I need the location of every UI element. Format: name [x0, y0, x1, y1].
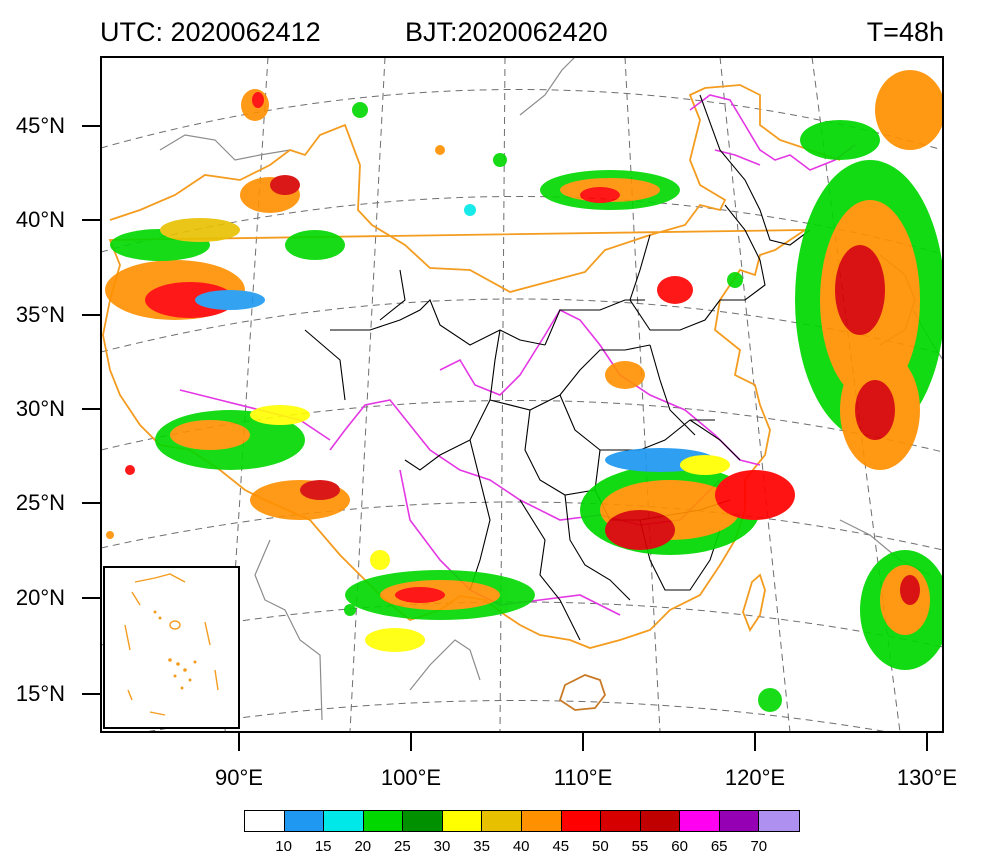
south-china-sea-inset: [103, 566, 240, 729]
echo-northwest: [105, 89, 345, 320]
echo-scattered: [106, 102, 782, 712]
colorbar-box-4: [403, 811, 443, 831]
lon-label-110: 110°E: [553, 765, 613, 790]
reflectivity-colorbar: [244, 810, 800, 832]
colorbar-label: 65: [710, 838, 728, 855]
lat-label-45: 45°N: [15, 113, 65, 138]
echo-northeast: [795, 70, 943, 670]
colorbar-label: 50: [592, 838, 609, 855]
taiwan-island: [742, 573, 766, 632]
colorbar-label: 25: [394, 838, 411, 855]
lat-label-25: 25°N: [15, 490, 65, 515]
echo-tibet: [155, 405, 350, 520]
colorbar-box-13: [759, 811, 799, 831]
colorbar-box-1: [284, 811, 325, 831]
lead-time-label: T=48h: [866, 17, 944, 47]
echo-north-china: [540, 170, 693, 389]
colorbar-box-2: [324, 811, 364, 831]
colorbar-label: 20: [354, 838, 372, 855]
lat-label-15: 15°N: [15, 681, 65, 706]
axis-ticks: [82, 125, 928, 751]
colorbar-label: 35: [473, 838, 490, 855]
colorbar-box-3: [363, 811, 404, 831]
colorbar-box-6: [482, 811, 522, 831]
lat-label-35: 35°N: [15, 302, 65, 327]
colorbar-label: 40: [512, 838, 530, 855]
lat-label-30: 30°N: [15, 396, 65, 421]
lon-label-100: 100°E: [380, 765, 442, 790]
colorbar-label: 70: [750, 838, 768, 855]
colorbar-box-0: [245, 811, 285, 831]
lat-label-20: 20°N: [15, 585, 65, 610]
colorbar-box-5: [442, 811, 483, 831]
utc-time-label: UTC: 2020062412: [100, 17, 321, 47]
lon-label-120: 120°E: [724, 765, 786, 790]
colorbar-box-8: [561, 811, 602, 831]
echo-central-band: [580, 448, 795, 555]
colorbar-box-9: [601, 811, 641, 831]
colorbar-label: 45: [552, 838, 570, 855]
colorbar-label: 30: [433, 838, 451, 855]
lat-label-40: 40°N: [15, 207, 65, 232]
radar-reflectivity-map: [82, 56, 944, 751]
hainan-island: [558, 674, 607, 711]
colorbar-label: 60: [671, 838, 688, 855]
colorbar-box-11: [680, 811, 720, 831]
beijing-time-label: BJT:2020062420: [405, 17, 608, 47]
colorbar-label: 15: [314, 838, 332, 855]
colorbar-label: 55: [631, 838, 649, 855]
lon-label-130: 130°E: [896, 765, 958, 790]
colorbar-label: 10: [275, 838, 292, 855]
lon-label-90: 90°E: [215, 765, 263, 790]
colorbar-box-7: [521, 811, 562, 831]
echo-south-belt: [345, 570, 535, 652]
colorbar-box-10: [640, 811, 681, 831]
colorbar-box-12: [719, 811, 760, 831]
